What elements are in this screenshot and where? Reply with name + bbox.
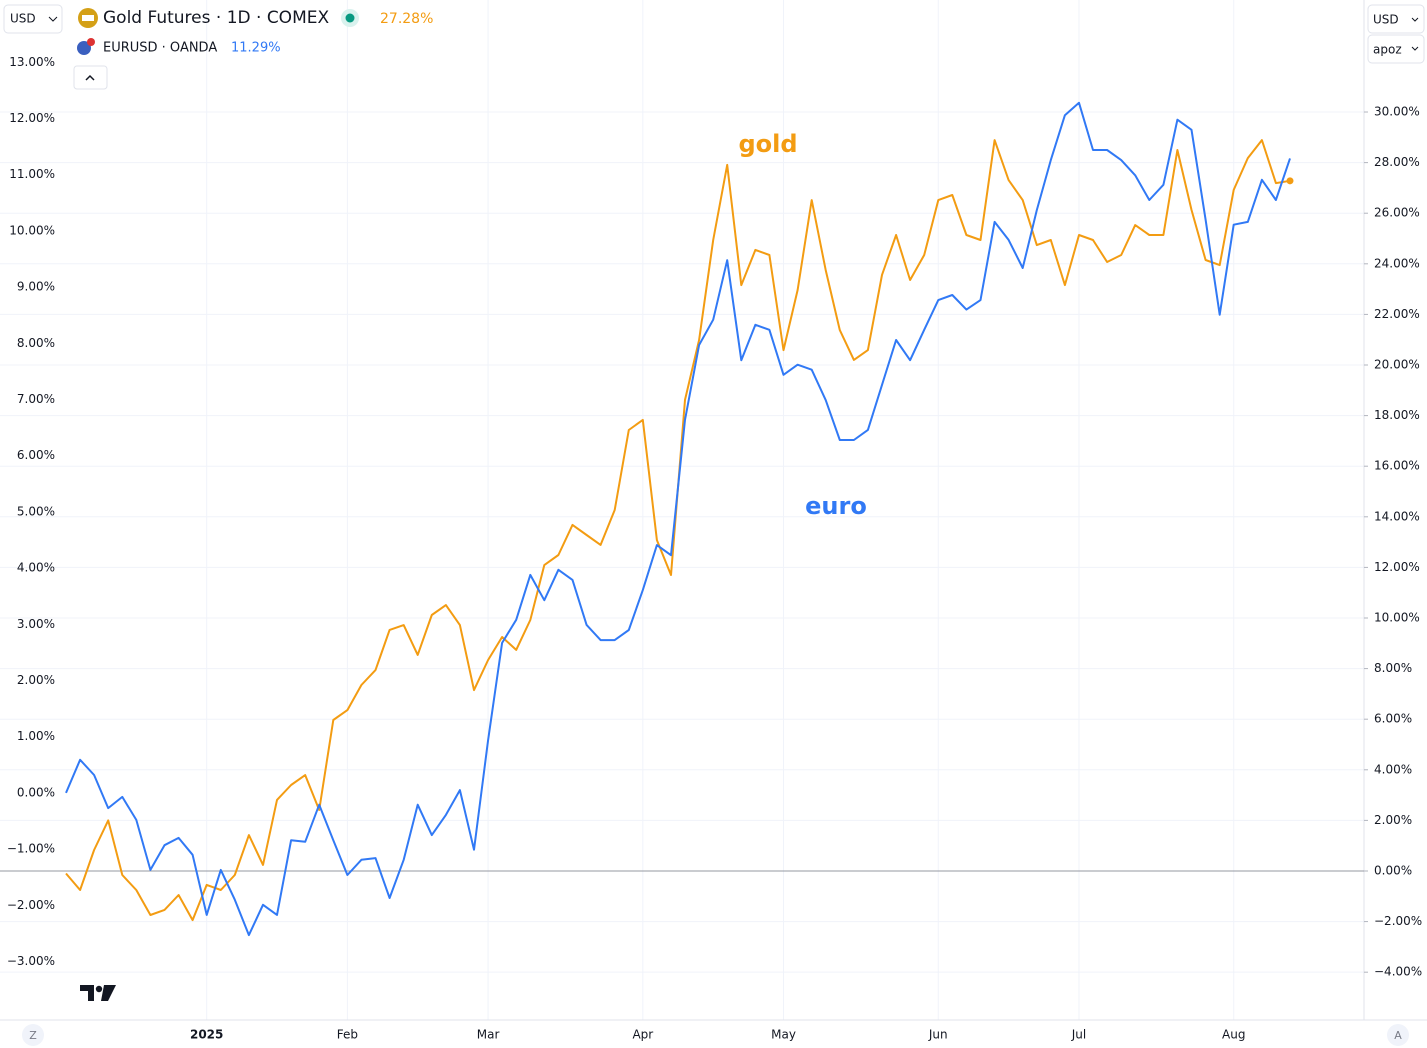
y2-tick-label: 6.00% — [1374, 712, 1412, 726]
x-tick-label: Feb — [337, 1028, 358, 1042]
y-tick-label: 10.00% — [9, 223, 55, 237]
grid-layer — [0, 0, 1364, 1020]
series-value: 27.28% — [380, 11, 433, 27]
x-tick-label: Apr — [632, 1028, 653, 1042]
x-tick-label: Jul — [1071, 1028, 1086, 1042]
series-title: Gold Futures · 1D · COMEX — [103, 8, 329, 28]
annotation: gold — [738, 130, 797, 158]
label-layer: 13.00% 12.00% 11.00% 10.00% 9.00% 8.00% 7.00% 6… — [7, 55, 1422, 1042]
chevron-up — [85, 74, 95, 81]
y2-tick-label: 12.00% — [1374, 560, 1420, 574]
y-tick-label: 13.00% — [9, 55, 55, 69]
scale-selector[interactable] — [1367, 34, 1425, 64]
x-tick-label: Mar — [477, 1028, 500, 1042]
y-tick-label: −3.00% — [7, 954, 55, 968]
series-title: EURUSD · OANDA — [103, 41, 217, 56]
y2-tick-label: 2.00% — [1374, 813, 1412, 827]
y-tick-label: −2.00% — [7, 898, 55, 912]
y-tick-label: 6.00% — [17, 448, 55, 462]
currency-selector[interactable] — [1367, 4, 1425, 34]
scale-label: apoz — [1373, 43, 1402, 57]
status-dot — [345, 13, 355, 23]
tradingview-logo — [80, 985, 116, 1001]
y2-tick-label: 20.00% — [1374, 358, 1420, 372]
currency-label: USD — [10, 12, 36, 26]
eurusd-icon — [77, 41, 91, 55]
logo-part — [95, 985, 103, 993]
y2-tick-label: −2.00% — [1374, 914, 1422, 928]
logo-part — [101, 985, 116, 1001]
y2-tick-label: 26.00% — [1374, 206, 1420, 220]
y2-tick-label: −4.00% — [1374, 965, 1422, 979]
y2-tick-label: 24.00% — [1374, 256, 1420, 270]
y-tick-label: 0.00% — [17, 785, 55, 799]
x-tick-label: May — [771, 1028, 796, 1042]
currency-label: USD — [1373, 13, 1399, 27]
eurusd-flag — [87, 38, 95, 46]
y2-tick-label: 4.00% — [1374, 762, 1412, 776]
chevron — [1411, 46, 1419, 51]
y2-tick-label: 8.00% — [1374, 661, 1412, 675]
gold-icon-bar — [82, 15, 94, 21]
y2-tick-label: 14.00% — [1374, 509, 1420, 523]
series-value: 11.29% — [231, 41, 281, 56]
chevron — [1411, 17, 1419, 22]
y2-tick-label: 10.00% — [1374, 610, 1420, 624]
annotation: euro — [805, 492, 867, 520]
y2-tick-label: 16.00% — [1374, 459, 1420, 473]
y2-tick-label: 22.00% — [1374, 307, 1420, 321]
chevron — [48, 16, 58, 22]
y-tick-label: 8.00% — [17, 336, 55, 350]
y2-tick-label: 0.00% — [1374, 863, 1412, 877]
plot-layer — [0, 101, 1364, 937]
x-tick-label: Jun — [928, 1028, 948, 1042]
logo-part — [80, 985, 94, 1001]
y-tick-label: 7.00% — [17, 392, 55, 406]
y-tick-label: 3.00% — [17, 617, 55, 631]
y-tick-label: 4.00% — [17, 561, 55, 575]
y-tick-label: 1.00% — [17, 729, 55, 743]
currency-selector[interactable] — [3, 4, 63, 34]
y-tick-label: 5.00% — [17, 504, 55, 518]
series-line — [65, 101, 1291, 937]
x-tick-label: Aug — [1222, 1028, 1245, 1042]
y-tick-label: 11.00% — [9, 167, 55, 181]
y2-tick-label: 30.00% — [1374, 105, 1420, 119]
y-tick-label: 2.00% — [17, 673, 55, 687]
corner-button[interactable] — [1387, 1024, 1409, 1046]
last-point — [1286, 177, 1294, 185]
corner-button[interactable] — [22, 1024, 44, 1046]
corner-label: A — [1394, 1029, 1402, 1042]
y-tick-label: 9.00% — [17, 280, 55, 294]
y-tick-label: −1.00% — [7, 842, 55, 856]
y2-tick-label: 28.00% — [1374, 155, 1420, 169]
y2-tick-label: 18.00% — [1374, 408, 1420, 422]
x-tick-label: 2025 — [190, 1028, 223, 1042]
corner-label: Z — [29, 1029, 37, 1042]
y-tick-label: 12.00% — [9, 111, 55, 125]
